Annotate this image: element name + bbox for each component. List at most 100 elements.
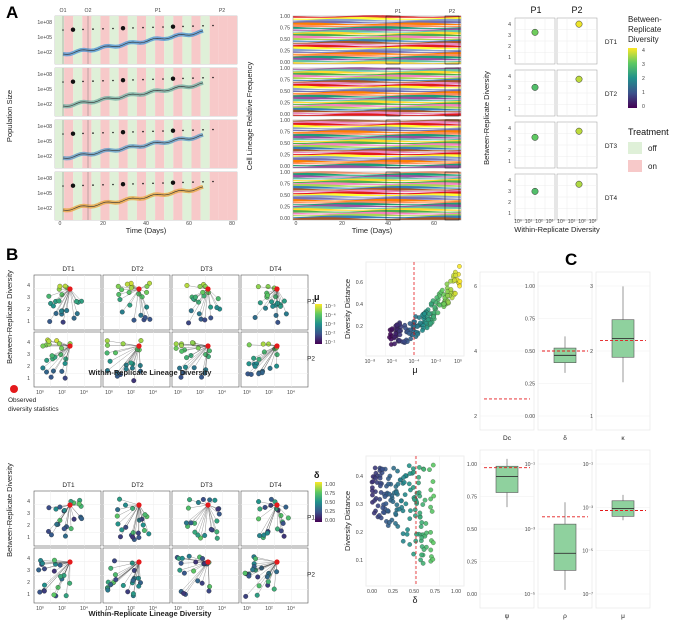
population-line <box>62 30 204 55</box>
boxplot-y-tick: 10⁻¹ <box>525 462 536 468</box>
scatter-delta-point <box>370 492 375 498</box>
trajectory-point <box>119 287 125 293</box>
scatter-delta-point <box>413 513 418 518</box>
trajectory-line <box>207 288 211 308</box>
trajectory-point <box>42 582 47 588</box>
marker-p1: P1 <box>155 8 161 14</box>
panel-label-a: A <box>6 3 18 22</box>
trajectory-line <box>54 345 71 358</box>
treatment-stripe <box>173 172 183 220</box>
boxplot-y-tick: 0.75 <box>467 495 477 501</box>
trajectory-line <box>69 288 75 319</box>
passage-box <box>385 171 401 221</box>
sample-point <box>202 129 204 131</box>
treatment-stripe <box>200 16 210 64</box>
scatter-delta-point <box>394 490 399 495</box>
trajectory-line <box>51 345 71 356</box>
trajectory-point <box>115 521 121 527</box>
scatter-delta-point <box>418 557 423 563</box>
scatter-mu-point <box>435 310 441 316</box>
treatment-stripe <box>100 68 110 116</box>
trajectory-line <box>197 504 209 536</box>
trajectory-point <box>142 315 148 321</box>
colorbar-tick: 1.00 <box>325 482 335 488</box>
scatter-mu-point <box>457 283 462 289</box>
grid-x-tick: 10⁰ <box>243 390 251 396</box>
trajectory-line <box>44 561 71 592</box>
scatter-delta-point <box>393 521 398 526</box>
colorbar-tick: 0.75 <box>325 491 335 497</box>
freq-y-tick: 0.75 <box>280 182 290 188</box>
trajectory-line <box>267 504 278 534</box>
delta-colorbar <box>315 482 322 522</box>
treatment-stripe <box>191 172 201 220</box>
trajectory-point <box>285 515 291 521</box>
scatter-mu-y-label: Diversity Distance <box>343 279 352 339</box>
trajectory-line <box>185 345 209 368</box>
trajectory-point <box>141 528 147 533</box>
diversity-colorbar <box>628 48 637 108</box>
trajectory-point <box>215 506 221 512</box>
grid-x-tick: 10⁴ <box>149 606 157 612</box>
scatter-mu-point <box>441 301 447 307</box>
scatter-delta-point <box>378 483 383 489</box>
scatter-mu-point <box>453 291 458 296</box>
scatter-delta-point <box>386 476 391 481</box>
population-tracks: 1e+08 1e+05 1e+02 1e+08 1e+05 1e+02 1e+08 1e+05… <box>37 15 238 221</box>
sample-point <box>82 80 84 83</box>
scatter-delta-point <box>430 462 436 468</box>
grid-x-tick: 10⁴ <box>80 390 88 396</box>
scatter-delta-point <box>385 508 391 513</box>
scatter-mu-point <box>420 328 425 333</box>
trajectory-point <box>120 583 126 588</box>
scatter-mu-point <box>440 287 445 293</box>
freq-x-tick: 0 <box>295 221 298 227</box>
trajectory-point <box>105 587 111 593</box>
boxplot-1: 6 4 2 Dc <box>474 271 535 442</box>
grid-col-header: DT4 <box>269 266 282 273</box>
trajectory-point <box>112 572 118 578</box>
lineage-band <box>293 133 461 137</box>
scatter-mu-x-tick: 10⁰ <box>454 359 462 365</box>
scatter-delta-point <box>395 468 400 474</box>
trajectory-point <box>67 580 73 586</box>
lineage-band <box>293 89 461 92</box>
scatter-delta-x-tick: 0.50 <box>409 589 419 595</box>
scatter-mu-point <box>428 320 433 326</box>
marker-o2: O2 <box>85 8 92 14</box>
scatter-mu-point <box>406 331 412 336</box>
observed-point <box>67 343 73 349</box>
trajectory-line <box>254 288 278 318</box>
scatter-delta-point <box>401 480 407 485</box>
freq-y-tick: 0.50 <box>280 89 290 95</box>
scatter-mu-point <box>437 302 442 308</box>
trajectory-point <box>246 573 252 579</box>
scatter-mu-point <box>392 341 397 347</box>
trajectory-point <box>280 520 286 526</box>
pop-y-tick: 1e+02 <box>37 50 52 56</box>
boxplot-label: Dc <box>503 435 512 442</box>
trajectory-point <box>246 342 252 348</box>
treatment-stripe <box>200 68 210 116</box>
scatter-delta-point <box>419 535 424 541</box>
treatment-stripe <box>109 172 119 220</box>
trajectory-point <box>256 356 262 362</box>
observed-point <box>205 343 211 349</box>
scatter-delta-point <box>411 466 416 472</box>
lineage-band <box>293 198 461 202</box>
treatment-stripe <box>200 120 210 168</box>
freq-frame <box>292 119 462 169</box>
scatter-delta-point <box>401 475 406 480</box>
trajectory-point <box>54 338 60 344</box>
trajectory-line <box>115 561 140 575</box>
div-y-tick: 3 <box>508 33 511 39</box>
freq-y-tick: 0.50 <box>280 193 290 199</box>
trajectory-line <box>123 561 140 586</box>
treatment-stripe <box>91 120 101 168</box>
trajectory-point <box>267 365 273 371</box>
grid-x-tick: 10² <box>127 606 135 612</box>
trajectory-point <box>193 559 199 565</box>
diversity-point <box>531 28 539 36</box>
trajectory-point <box>48 374 54 380</box>
